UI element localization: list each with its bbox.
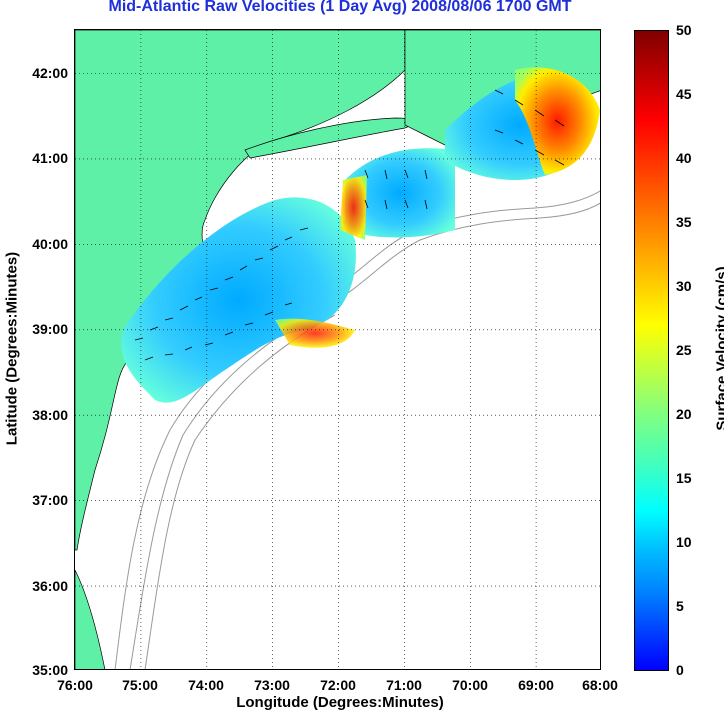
x-tick-label: 76:00 xyxy=(57,677,93,693)
graticule xyxy=(75,30,600,669)
velocity-patch-long-island-shelf xyxy=(345,148,455,238)
x-axis-label: Longitude (Degrees:Minutes) xyxy=(236,694,444,711)
colorbar-tick-label: 15 xyxy=(676,470,692,486)
outer-banks xyxy=(75,569,106,669)
x-tick-label: 72:00 xyxy=(320,677,356,693)
x-tick-label: 71:00 xyxy=(386,677,422,693)
current-vectors xyxy=(134,89,565,361)
map-canvas xyxy=(75,30,600,669)
x-tick-label: 69:00 xyxy=(518,677,554,693)
colorbar-tick-label: 45 xyxy=(676,86,692,102)
y-tick-label: 35:00 xyxy=(32,662,68,678)
y-tick-label: 38:00 xyxy=(32,407,68,423)
x-tick-label: 68:00 xyxy=(582,677,618,693)
colorbar-tick-label: 5 xyxy=(676,598,684,614)
x-tick-label: 75:00 xyxy=(122,677,158,693)
y-tick-label: 42:00 xyxy=(32,65,68,81)
y-axis-label: Latitude (Degrees:Minutes) xyxy=(3,251,21,446)
colorbar-tick-label: 0 xyxy=(676,662,684,678)
colorbar-tick-label: 35 xyxy=(676,214,692,230)
colorbar-tick-label: 20 xyxy=(676,406,692,422)
colorbar-tick-label: 10 xyxy=(676,534,692,550)
y-tick-label: 40:00 xyxy=(32,236,68,252)
y-tick-label: 41:00 xyxy=(32,150,68,166)
velocity-patch-nj-shelf xyxy=(121,197,356,403)
colorbar-tick-label: 50 xyxy=(676,22,692,38)
y-tick-label: 36:00 xyxy=(32,578,68,594)
velocity-patch-southern-flank xyxy=(275,318,355,348)
x-tick-label: 73:00 xyxy=(254,677,290,693)
map-title: Mid-Atlantic Raw Velocities (1 Day Avg) … xyxy=(108,0,572,15)
x-tick-label: 70:00 xyxy=(452,677,488,693)
y-tick-label: 37:00 xyxy=(32,492,68,508)
y-tick-label: 39:00 xyxy=(32,321,68,337)
colorbar-tick-label: 40 xyxy=(676,150,692,166)
colorbar xyxy=(634,30,669,671)
map-plot-area[interactable] xyxy=(74,29,601,670)
x-tick-label: 74:00 xyxy=(188,677,224,693)
colorbar-tick-label: 30 xyxy=(676,278,692,294)
velocity-patch-long-island-edge xyxy=(340,175,367,240)
colorbar-tick-label: 25 xyxy=(676,342,692,358)
colorbar-label: Surface Velocity (cm/s) xyxy=(713,266,724,431)
